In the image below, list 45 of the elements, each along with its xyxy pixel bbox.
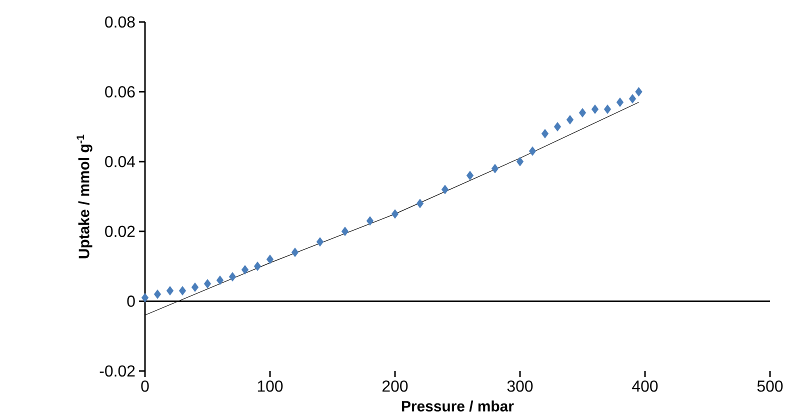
point bbox=[466, 170, 474, 180]
y-tick-label: 0.02 bbox=[105, 226, 135, 238]
point bbox=[391, 209, 399, 219]
y-tick-label: 0.06 bbox=[105, 86, 135, 98]
y-tick-label: 0.04 bbox=[105, 156, 136, 168]
point bbox=[516, 156, 524, 166]
point bbox=[416, 198, 424, 208]
point bbox=[635, 87, 642, 97]
x-tick-label: 300 bbox=[507, 380, 533, 392]
x-tick-label: 0 bbox=[141, 380, 149, 392]
point bbox=[291, 248, 299, 258]
point bbox=[266, 254, 274, 264]
y-tick-label: 0.08 bbox=[105, 16, 135, 28]
x-tick-label: 200 bbox=[382, 380, 408, 392]
point bbox=[254, 262, 262, 272]
point bbox=[528, 146, 536, 156]
point bbox=[316, 237, 324, 247]
point bbox=[216, 276, 224, 285]
x-tick-label: 500 bbox=[757, 380, 783, 392]
point bbox=[366, 216, 374, 226]
point bbox=[554, 122, 562, 132]
point bbox=[604, 104, 612, 114]
point bbox=[178, 286, 186, 296]
point bbox=[591, 104, 599, 114]
point bbox=[566, 115, 574, 124]
point bbox=[491, 164, 499, 174]
point bbox=[166, 286, 174, 296]
point bbox=[228, 272, 236, 282]
y-tick-label: -0.02 bbox=[100, 365, 135, 377]
point bbox=[141, 293, 149, 302]
point bbox=[341, 226, 349, 236]
point bbox=[191, 282, 199, 292]
point bbox=[628, 94, 636, 104]
point bbox=[578, 108, 586, 118]
point bbox=[241, 265, 249, 275]
x-tick-label: 100 bbox=[258, 380, 283, 392]
x-tick-label: 400 bbox=[632, 380, 658, 392]
point bbox=[541, 128, 549, 138]
y-axis-title: Uptake / mmol g$^{-1}$ bbox=[76, 134, 92, 258]
point bbox=[616, 98, 624, 107]
y-tick-label: 0 bbox=[127, 296, 135, 307]
point bbox=[154, 290, 162, 299]
point bbox=[204, 279, 212, 288]
point bbox=[441, 184, 449, 194]
x-axis-title: Pressure / mbar bbox=[402, 400, 514, 412]
